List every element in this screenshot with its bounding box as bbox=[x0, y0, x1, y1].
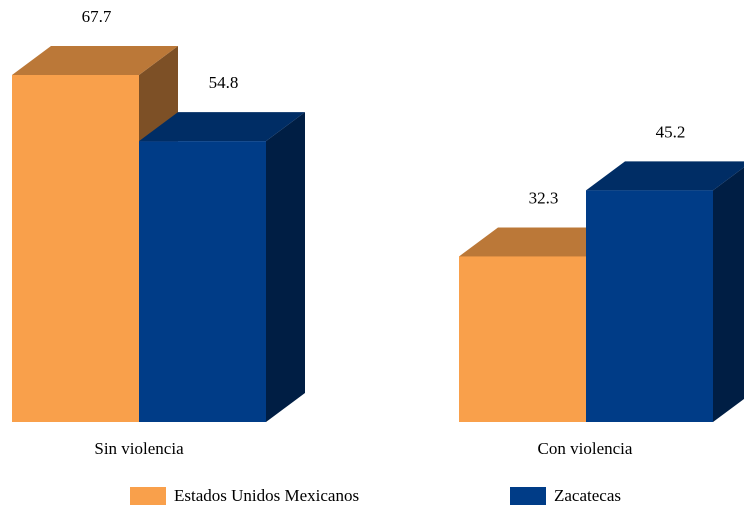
bar-top-con-mexico bbox=[459, 227, 625, 257]
bar-sin-mexico bbox=[12, 75, 139, 422]
bar-top-sin-zacatecas bbox=[139, 112, 305, 142]
category-label-sin-violencia: Sin violencia bbox=[94, 439, 184, 458]
legend-label-estados-unidos-mexicanos: Estados Unidos Mexicanos bbox=[174, 486, 360, 505]
legend-item-estados-unidos-mexicanos: Estados Unidos Mexicanos bbox=[130, 486, 359, 506]
data-label-sin-mexico: 67.7 bbox=[82, 7, 112, 26]
bar-con-mexico bbox=[459, 256, 586, 422]
bar-side-sin-zacatecas bbox=[266, 112, 305, 423]
legend-swatch-estados-unidos-mexicanos bbox=[130, 487, 166, 505]
category-label-con-violencia: Con violencia bbox=[538, 439, 633, 458]
legend-item-zacatecas: Zacatecas bbox=[510, 486, 621, 506]
bar-con-zacatecas bbox=[586, 190, 713, 422]
bar-side-con-zacatecas bbox=[713, 167, 744, 422]
bar-top-con-zacatecas bbox=[586, 161, 744, 191]
bar-sin-zacatecas bbox=[139, 141, 266, 423]
legend-label-zacatecas: Zacatecas bbox=[554, 486, 621, 505]
data-label-con-zacatecas: 45.2 bbox=[656, 122, 686, 141]
data-label-sin-zacatecas: 54.8 bbox=[209, 73, 239, 92]
legend-swatch-zacatecas bbox=[510, 487, 546, 505]
data-label-con-mexico: 32.3 bbox=[529, 188, 559, 207]
bar-top-sin-mexico bbox=[12, 46, 178, 75]
